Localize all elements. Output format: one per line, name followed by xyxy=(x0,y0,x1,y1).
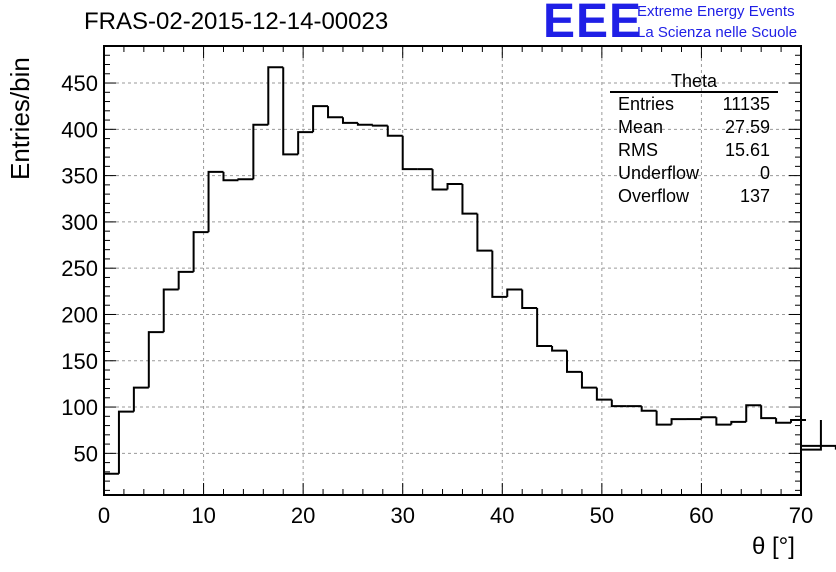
stats-row-rms: RMS 15.61 xyxy=(610,139,778,162)
y-tick-label: 400 xyxy=(61,117,98,142)
histogram-bin xyxy=(267,66,284,125)
x-tick-label: 70 xyxy=(789,503,813,528)
histogram-bin xyxy=(745,404,762,422)
histogram-bin xyxy=(775,418,792,424)
histogram-bin xyxy=(461,183,478,215)
histogram-bin xyxy=(580,371,597,389)
stats-label: Underflow xyxy=(618,163,700,183)
x-tick-label: 30 xyxy=(390,503,414,528)
histogram-bin xyxy=(237,178,254,181)
x-tick-label: 20 xyxy=(291,503,315,528)
histogram-bin xyxy=(640,406,657,412)
stats-label: Overflow xyxy=(618,186,690,206)
histogram-bin xyxy=(760,405,777,420)
histogram-bin xyxy=(177,270,194,290)
histogram-bin xyxy=(670,418,687,425)
stats-row-entries: Entries 11135 xyxy=(610,93,778,116)
histogram-bin xyxy=(610,399,627,408)
histogram-bin xyxy=(700,416,717,420)
stats-row-overflow: Overflow 137 xyxy=(610,185,778,208)
histogram-bin xyxy=(162,288,179,333)
stats-value: 137 xyxy=(739,186,770,206)
stats-row-underflow: Underflow 0 xyxy=(610,162,778,185)
stats-box: Theta Entries 11135 Mean 27.59 RMS 15.61… xyxy=(610,71,778,208)
histogram-bin xyxy=(401,135,418,171)
stats-value: 27.59 xyxy=(724,117,770,137)
histogram-bin xyxy=(386,125,403,137)
histogram-bin xyxy=(356,122,373,126)
x-tick-label: 10 xyxy=(191,503,215,528)
histogram-bin xyxy=(282,67,299,156)
stats-value: 11135 xyxy=(722,94,770,114)
y-tick-label: 250 xyxy=(61,256,98,281)
stats-label: Entries xyxy=(618,94,675,114)
histogram-bin xyxy=(207,170,224,233)
y-axis-label: Entries/bin xyxy=(5,57,35,180)
histogram-bin xyxy=(476,213,493,252)
histogram-bin xyxy=(252,123,269,180)
y-tick-label: 200 xyxy=(61,302,98,327)
x-tick-label: 0 xyxy=(98,503,110,528)
histogram-bin xyxy=(595,387,612,401)
histogram-bin xyxy=(446,182,463,190)
stats-row-mean: Mean 27.59 xyxy=(610,116,778,139)
y-tick-label: 450 xyxy=(61,71,98,96)
x-axis-label: θ [°] xyxy=(752,533,795,560)
histogram-bin xyxy=(801,420,822,451)
histogram-bin xyxy=(536,307,553,347)
plot-frame xyxy=(103,45,802,496)
grid-lines xyxy=(104,46,801,495)
histogram-bin xyxy=(103,472,119,495)
logo-line-1: Extreme Energy Events xyxy=(637,3,795,20)
x-tick-label: 60 xyxy=(689,503,713,528)
stats-value: 15.61 xyxy=(724,140,770,160)
histogram-bin xyxy=(222,171,239,182)
histogram-bin xyxy=(132,386,149,412)
y-tick-label: 50 xyxy=(74,441,98,466)
histogram-bin xyxy=(521,289,538,309)
y-tick-label: 100 xyxy=(61,395,98,420)
stats-title: Theta xyxy=(610,71,778,93)
x-tick-label: 40 xyxy=(490,503,514,528)
histogram-bin xyxy=(431,169,448,191)
y-tick-label: 350 xyxy=(61,164,98,189)
histogram-bin xyxy=(147,331,164,388)
histogram-bin xyxy=(312,105,329,133)
histogram-bin xyxy=(192,231,209,272)
x-tick-label: 50 xyxy=(590,503,614,528)
logo-line-2: La Scienza nelle Scuole xyxy=(637,24,798,41)
eee-logo-icon: EEE xyxy=(543,0,643,48)
y-tick-label: 150 xyxy=(61,349,98,374)
histogram-bin xyxy=(551,345,568,352)
histogram-bin xyxy=(341,117,358,124)
histogram-bin xyxy=(371,124,388,127)
y-tick-label: 300 xyxy=(61,210,98,235)
stats-label: RMS xyxy=(618,140,658,160)
histogram-bin xyxy=(327,106,343,119)
run-title: FRAS-02-2015-12-14-00023 xyxy=(84,8,389,35)
histogram-bin xyxy=(655,410,672,426)
histogram-bin xyxy=(566,350,582,373)
histogram-bins xyxy=(103,66,836,495)
stats-label: Mean xyxy=(618,117,664,137)
histogram-bin xyxy=(297,131,314,155)
stats-value: 0 xyxy=(759,163,770,183)
histogram-bin xyxy=(491,250,508,298)
histogram-bin xyxy=(117,410,134,474)
tick-labels: 0 10 20 30 40 50 60 70 50 100 150 200 250 300 350 400 45… xyxy=(61,71,813,528)
histogram-bin xyxy=(506,288,523,297)
histogram-bin xyxy=(790,419,801,423)
histogram-bin xyxy=(715,417,732,426)
histogram-bin xyxy=(730,420,747,425)
